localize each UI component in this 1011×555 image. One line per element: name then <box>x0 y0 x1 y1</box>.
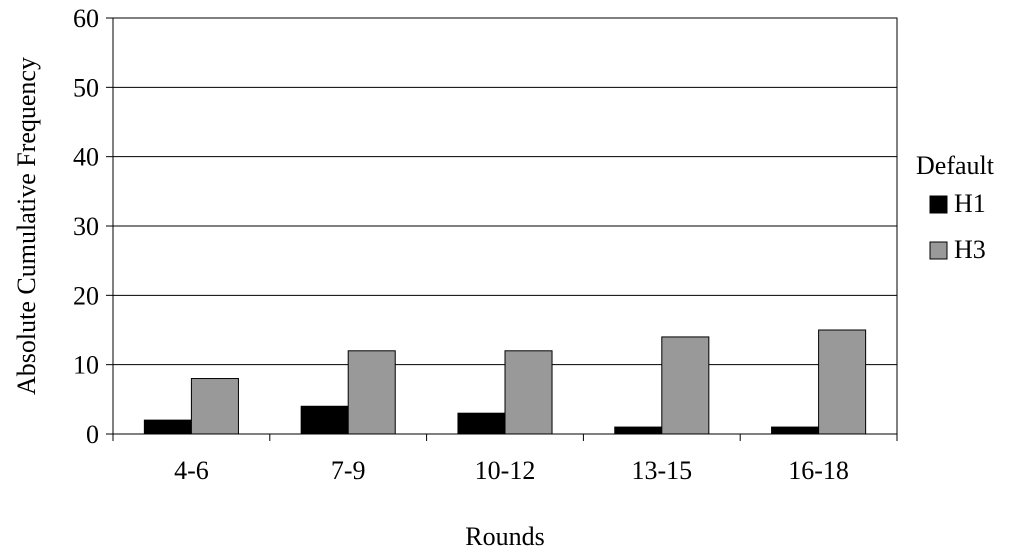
y-tick-label: 30 <box>73 212 99 241</box>
bar-h1-16-18 <box>771 426 820 435</box>
y-tick-label: 40 <box>73 143 99 172</box>
x-tick-label: 13-15 <box>631 456 692 485</box>
bar-h3-13-15 <box>661 336 710 435</box>
bar-h1-7-9 <box>300 405 349 435</box>
legend: Default H1 H3 <box>916 151 995 264</box>
legend-swatch-h3 <box>929 241 948 260</box>
bar-h3-16-18 <box>818 329 867 435</box>
y-tick-label: 20 <box>73 281 99 310</box>
x-tick-label: 7-9 <box>331 456 366 485</box>
y-tick-label: 0 <box>86 420 99 449</box>
bar-h1-10-12 <box>457 412 506 435</box>
x-axis: 4-6 7-9 10-12 13-15 16-18 <box>112 433 898 485</box>
legend-label-h1: H1 <box>954 189 986 218</box>
legend-label-h3: H3 <box>954 235 986 264</box>
x-tick-label: 16-18 <box>788 456 849 485</box>
x-axis-label: Rounds <box>465 522 544 551</box>
bar-h1-4-6 <box>143 419 192 435</box>
legend-title: Default <box>916 151 995 180</box>
x-tick-label: 4-6 <box>174 456 209 485</box>
y-tick-label: 60 <box>73 4 99 33</box>
y-axis-label: Absolute Cumulative Frequency <box>12 57 41 395</box>
bar-h3-10-12 <box>504 350 553 435</box>
y-tick-label: 50 <box>73 73 99 102</box>
bar-h3-7-9 <box>347 350 396 435</box>
bar-h1-13-15 <box>614 426 663 435</box>
bars <box>143 329 867 435</box>
x-tick-label: 10-12 <box>475 456 536 485</box>
y-axis: 0 10 20 30 40 50 60 <box>73 4 113 449</box>
y-tick-label: 10 <box>73 351 99 380</box>
legend-swatch-h1 <box>929 195 948 214</box>
bar-h3-4-6 <box>190 378 239 435</box>
